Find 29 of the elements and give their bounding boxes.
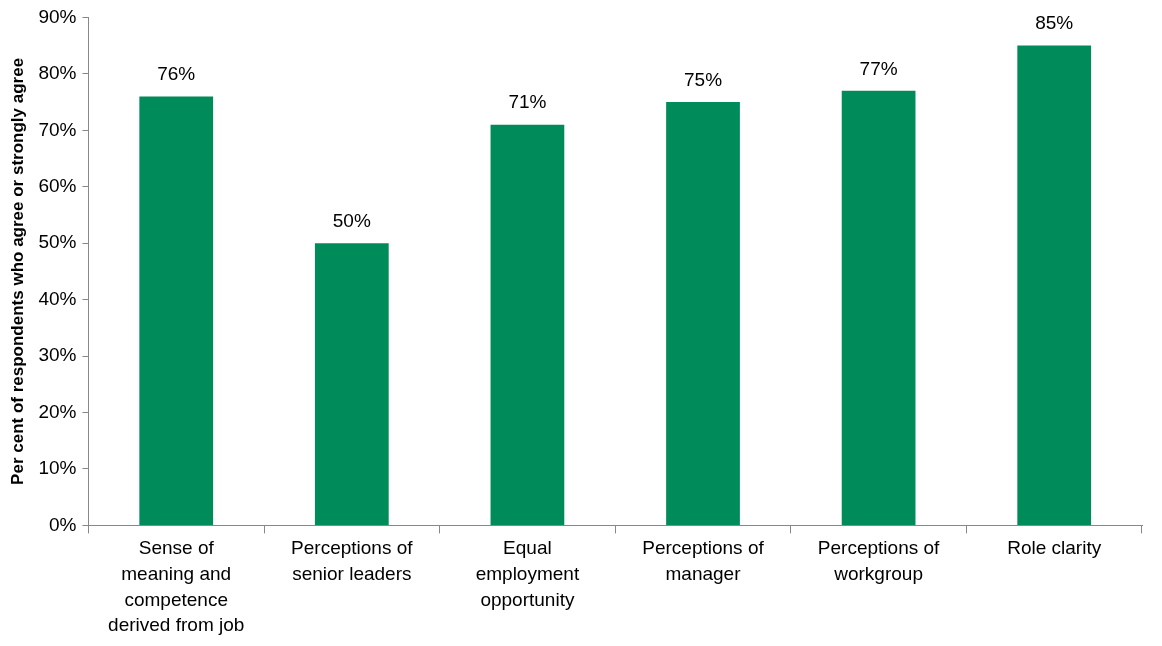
x-tick-label: Perceptions of workgroup [817, 537, 941, 585]
bar [490, 124, 565, 525]
data-label: 71% [508, 91, 547, 113]
y-tick-label: 60% [38, 174, 77, 196]
data-label: 76% [157, 63, 196, 85]
y-tick-label: 40% [38, 287, 77, 309]
y-axis-title: Per cent of respondents who agree or strongly agree [7, 57, 27, 485]
bar [1017, 45, 1092, 525]
x-tick-label: Perceptions of senior leaders [291, 537, 414, 585]
y-tick-label: 30% [38, 344, 77, 366]
x-tick-label: Equal employment opportunity [475, 537, 580, 610]
data-label: 50% [332, 209, 371, 231]
y-tick-label: 20% [38, 400, 77, 422]
x-tick-label: Perceptions of manager [642, 537, 765, 585]
data-label: 77% [859, 57, 898, 79]
bar [314, 243, 389, 525]
y-tick-label: 80% [38, 62, 77, 84]
x-tick-label: Sense of meaning and competence derived from job [108, 537, 245, 636]
data-label: 75% [684, 68, 723, 90]
y-tick-label: 70% [38, 118, 77, 140]
y-tick-label: 50% [38, 231, 77, 253]
data-label: 85% [1035, 12, 1074, 34]
x-tick-label: Role clarity [1007, 537, 1102, 559]
y-tick-label: 10% [38, 457, 77, 479]
y-tick-label: 90% [38, 5, 77, 27]
y-tick-label: 0% [48, 513, 77, 535]
bar [841, 90, 916, 525]
bar [139, 96, 214, 525]
bar [666, 102, 740, 525]
